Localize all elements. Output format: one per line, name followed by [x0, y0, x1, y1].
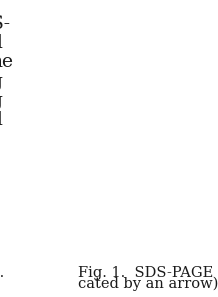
Text: cated by an arrow) and: cated by an arrow) and: [78, 277, 218, 291]
Text: d: d: [0, 111, 2, 129]
Text: ne: ne: [0, 53, 13, 72]
Text: s.: s.: [0, 266, 5, 280]
Text: d: d: [0, 34, 2, 52]
Text: S-: S-: [0, 15, 10, 33]
Text: g: g: [0, 92, 2, 110]
Text: g: g: [0, 73, 2, 91]
Text: Fig. 1.  SDS-PAGE elec: Fig. 1. SDS-PAGE elec: [78, 266, 218, 280]
